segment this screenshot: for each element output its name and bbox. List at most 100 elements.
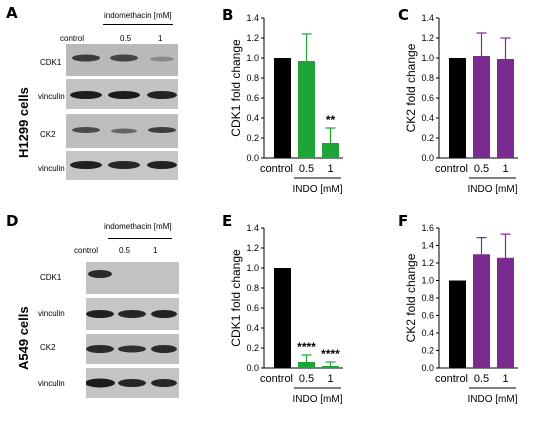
bar-b-2 xyxy=(322,143,339,158)
bar-f-2 xyxy=(497,257,514,368)
row-label-ck2-top: CK2 xyxy=(40,130,56,139)
y-tick-label-e-5: 1.0 xyxy=(246,263,259,273)
y-tick-label-b-7: 1.4 xyxy=(246,13,259,23)
bar-f-1 xyxy=(473,254,490,368)
panel-label-b: B xyxy=(222,6,234,24)
bar-c-0 xyxy=(449,58,466,158)
y-tick-label-c-5: 1.0 xyxy=(421,53,434,63)
row-label-vinculin2-top: vinculin xyxy=(38,164,65,173)
cell-line-label-top: H1299 cells xyxy=(16,87,31,158)
y-tick-label-b-4: 0.8 xyxy=(246,73,259,83)
y-tick-label-c-4: 0.8 xyxy=(421,73,434,83)
y-axis-label-b: CDK1 fold change xyxy=(230,39,243,137)
bar-c-1 xyxy=(473,56,490,158)
lane-label-05-bottom: 0.5 xyxy=(119,246,131,255)
lane-label-1-bottom: 1 xyxy=(153,246,158,255)
row-label-vinculin1-top: vinculin xyxy=(38,92,65,101)
y-tick-label-b-5: 1.0 xyxy=(246,53,259,63)
y-tick-label-e-6: 1.2 xyxy=(246,243,259,253)
y-tick-label-c-6: 1.2 xyxy=(421,33,434,43)
cell-line-label-bottom: A549 cells xyxy=(16,306,31,370)
y-tick-label-e-2: 0.4 xyxy=(246,323,259,333)
western-blot-bottom xyxy=(86,262,179,398)
y-axis-label-f: CK2 fold change xyxy=(405,253,418,342)
row-label-ck2-bottom: CK2 xyxy=(40,343,56,352)
y-tick-label-f-3: 0.6 xyxy=(421,311,434,321)
x-tick-label-b-1: 0.5 xyxy=(299,163,314,175)
y-tick-label-c-7: 1.4 xyxy=(421,13,434,23)
y-tick-label-f-5: 1.0 xyxy=(421,276,434,286)
row-label-cdk1-bottom: CDK1 xyxy=(40,273,62,282)
x-tick-label-b-2: 1 xyxy=(327,163,333,175)
y-tick-label-b-3: 0.6 xyxy=(246,93,259,103)
y-tick-label-f-6: 1.2 xyxy=(421,258,434,268)
x-group-label-b: INDO [mM] xyxy=(293,184,343,195)
y-tick-label-f-8: 1.6 xyxy=(421,223,434,233)
bar-e-2 xyxy=(322,366,339,368)
significance-b-2: ** xyxy=(326,113,336,127)
treatment-bracket-bottom xyxy=(108,238,172,239)
x-group-label-c: INDO [mM] xyxy=(468,184,518,195)
panel-label-e: E xyxy=(222,212,233,230)
x-tick-label-f-2: 1 xyxy=(502,373,508,385)
panel-label-a: A xyxy=(6,4,18,22)
chart-c: CK2 fold change 0.0 0.2 0.4 0.6 0.8 1.0 1.2 1.4 c… xyxy=(405,13,518,195)
lane-label-control-top: control xyxy=(60,34,85,43)
significance-e-2: **** xyxy=(321,347,340,361)
bar-b-0 xyxy=(274,58,291,158)
y-tick-label-f-7: 1.4 xyxy=(421,241,434,251)
bar-e-0 xyxy=(274,268,291,368)
y-axis-label-c: CK2 fold change xyxy=(405,43,418,132)
bar-b-1 xyxy=(298,61,315,158)
y-axis-label-e: CDK1 fold change xyxy=(230,249,243,347)
x-tick-label-e-0: control xyxy=(260,373,293,385)
y-tick-label-e-1: 0.2 xyxy=(246,343,259,353)
y-tick-label-f-0: 0.0 xyxy=(421,363,434,373)
y-tick-label-e-4: 0.8 xyxy=(246,283,259,293)
lane-label-control-bottom: control xyxy=(74,246,99,255)
y-tick-label-b-2: 0.4 xyxy=(246,113,259,123)
x-group-label-e: INDO [mM] xyxy=(293,394,343,405)
y-tick-label-f-1: 0.2 xyxy=(421,346,434,356)
chart-e: CDK1 fold change 0.0 0.2 0.4 0.6 0.8 1.0 1.2 1.4… xyxy=(230,223,343,405)
significance-e-1: **** xyxy=(297,340,316,354)
x-tick-label-f-0: control xyxy=(435,373,468,385)
y-tick-label-b-1: 0.2 xyxy=(246,133,259,143)
y-tick-label-e-7: 1.4 xyxy=(246,223,259,233)
panel-label-d: D xyxy=(6,212,19,230)
y-tick-label-c-0: 0.0 xyxy=(421,153,434,163)
x-tick-label-c-1: 0.5 xyxy=(474,163,489,175)
lane-label-05-top: 0.5 xyxy=(120,34,132,43)
y-tick-label-b-6: 1.2 xyxy=(246,33,259,43)
y-tick-label-e-3: 0.6 xyxy=(246,303,259,313)
y-tick-label-f-4: 0.8 xyxy=(421,293,434,303)
treatment-bracket-top xyxy=(103,24,173,25)
x-tick-label-e-2: 1 xyxy=(327,373,333,385)
bar-f-0 xyxy=(449,280,466,368)
row-label-cdk1-top: CDK1 xyxy=(40,58,62,67)
x-tick-label-f-1: 0.5 xyxy=(474,373,489,385)
row-label-vinculin1-bottom: vinculin xyxy=(38,309,65,318)
chart-f: CK2 fold change 0.0 0.2 0.4 0.6 0.8 1.0 1.2 1.4 1… xyxy=(405,223,518,405)
bar-e-1 xyxy=(298,362,315,368)
x-tick-label-c-0: control xyxy=(435,163,468,175)
row-label-vinculin2-bottom: vinculin xyxy=(38,379,65,388)
bar-c-2 xyxy=(497,59,514,158)
panel-label-f: F xyxy=(398,212,409,230)
x-group-label-f: INDO [mM] xyxy=(468,394,518,405)
y-tick-label-e-0: 0.0 xyxy=(246,363,259,373)
lane-label-1-top: 1 xyxy=(158,34,163,43)
x-tick-label-c-2: 1 xyxy=(502,163,508,175)
chart-b: CDK1 fold change 0.0 0.2 0.4 0.6 0.8 1.0 1.2 1.4… xyxy=(230,13,343,195)
y-tick-label-c-3: 0.6 xyxy=(421,93,434,103)
blot-treatment-label-bottom: indomethacin [mM] xyxy=(104,222,172,231)
y-tick-label-b-0: 0.0 xyxy=(246,153,259,163)
panel-label-c: C xyxy=(398,6,410,24)
y-tick-label-c-1: 0.2 xyxy=(421,133,434,143)
x-tick-label-e-1: 0.5 xyxy=(299,373,314,385)
blot-treatment-label-top: indomethacin [mM] xyxy=(104,11,172,20)
x-tick-label-b-0: control xyxy=(260,163,293,175)
y-tick-label-c-2: 0.4 xyxy=(421,113,434,123)
western-blot-top xyxy=(66,44,178,180)
y-tick-label-f-2: 0.4 xyxy=(421,328,434,338)
